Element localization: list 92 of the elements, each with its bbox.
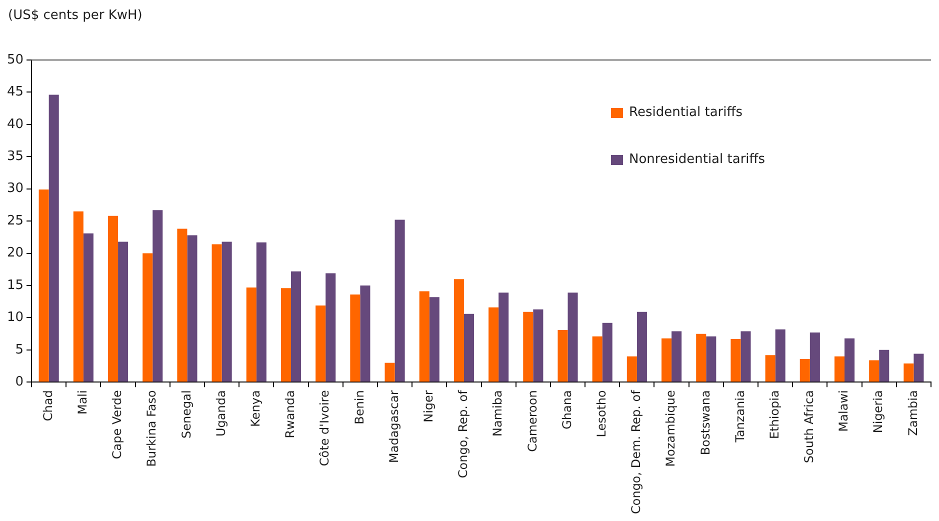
bar <box>350 294 360 382</box>
bar <box>419 291 430 382</box>
x-tick-label: Cameroon <box>525 390 540 452</box>
bar <box>810 332 820 382</box>
bar <box>706 336 716 382</box>
bar <box>222 242 232 382</box>
y-tick-label: 35 <box>6 149 24 164</box>
bar <box>326 273 336 382</box>
y-tick-label: 5 <box>15 342 24 358</box>
x-tick-label: Chad <box>40 390 55 422</box>
y-tick-label: 20 <box>6 246 24 261</box>
bar <box>246 287 256 382</box>
bar <box>152 210 163 382</box>
y-tick-label: 45 <box>6 84 24 100</box>
bar <box>904 363 914 382</box>
y-tick-label: 15 <box>6 278 24 293</box>
x-tick-label: South Africa <box>802 390 816 464</box>
x-tick-label: Bostswana <box>698 390 712 456</box>
bar <box>48 94 59 382</box>
bar <box>775 329 786 382</box>
bar <box>626 356 637 382</box>
x-tick-label: Madagascar <box>386 390 401 463</box>
y-tick-label: 10 <box>6 310 24 326</box>
bar <box>464 314 474 382</box>
bar <box>879 350 890 382</box>
bar <box>394 220 405 382</box>
bar <box>592 336 602 382</box>
legend-label: Residential tariffs <box>629 105 742 120</box>
bar <box>558 330 568 382</box>
x-tick-label: Nigeria <box>871 390 886 434</box>
x-tick-label: Congo, Dem. Rep. of <box>629 389 644 514</box>
x-tick-label: Ethiopia <box>767 390 782 440</box>
x-tick-label: Rwanda <box>283 390 298 438</box>
bar <box>523 312 534 382</box>
x-tick-label: Benin <box>352 390 366 424</box>
x-tick-label: Uganda <box>214 390 228 436</box>
bar <box>280 288 291 382</box>
bar <box>498 292 509 382</box>
x-tick-label: Cape Verde <box>110 390 124 460</box>
bar <box>636 312 647 382</box>
bar <box>360 286 370 382</box>
bar <box>696 334 706 382</box>
x-tick-label: Congo, Rep. of <box>456 389 470 478</box>
bar <box>187 235 198 382</box>
x-tick-label: Ghana <box>560 390 574 430</box>
bar <box>488 307 499 382</box>
y-tick-label: 40 <box>6 116 24 132</box>
x-tick-label: Namiba <box>490 390 505 436</box>
bar <box>454 279 464 382</box>
bar <box>800 358 810 382</box>
bar <box>384 362 395 382</box>
x-tick-label: Burkina Faso <box>144 390 159 467</box>
x-tick-label: Niger <box>422 390 436 422</box>
bar <box>83 233 94 382</box>
x-tick-label: Senegal <box>179 390 194 438</box>
bar <box>662 338 672 382</box>
x-tick-label: Zambia <box>906 390 920 436</box>
bar <box>212 244 222 382</box>
bar <box>108 216 118 382</box>
bar <box>568 292 578 382</box>
bar <box>256 242 266 382</box>
bar <box>730 338 741 382</box>
bar <box>429 297 440 382</box>
bar <box>740 331 751 382</box>
x-tick-label: Tanzania <box>732 390 747 444</box>
x-tick-label: Mali <box>76 390 90 415</box>
bar <box>765 355 776 382</box>
bar <box>142 253 153 382</box>
bar <box>118 242 128 382</box>
bar <box>844 338 855 382</box>
bar <box>914 354 924 382</box>
y-axis-title: (US$ cents per KwH) <box>8 8 142 23</box>
bar <box>834 356 845 382</box>
legend-label: Nonresidential tariffs <box>629 152 766 167</box>
y-tick-label: 30 <box>6 181 24 196</box>
x-tick-label: Côte d'Ivoire <box>318 390 332 466</box>
bar <box>869 360 880 382</box>
bar <box>73 211 84 382</box>
bar <box>602 322 612 382</box>
x-tick-label: Kenya <box>248 390 263 427</box>
x-tick-label: Mozambique <box>664 390 678 467</box>
y-tick-label: 0 <box>15 374 24 390</box>
bar <box>177 228 188 382</box>
x-tick-label: Lesotho <box>594 390 608 438</box>
y-tick-label: 25 <box>6 213 24 228</box>
bar <box>533 309 544 382</box>
x-tick-label: Malawi <box>836 390 851 432</box>
bar <box>316 305 326 382</box>
y-tick-label: 50 <box>6 52 24 68</box>
bar <box>291 271 302 382</box>
bar <box>672 331 682 382</box>
bar <box>38 190 49 382</box>
